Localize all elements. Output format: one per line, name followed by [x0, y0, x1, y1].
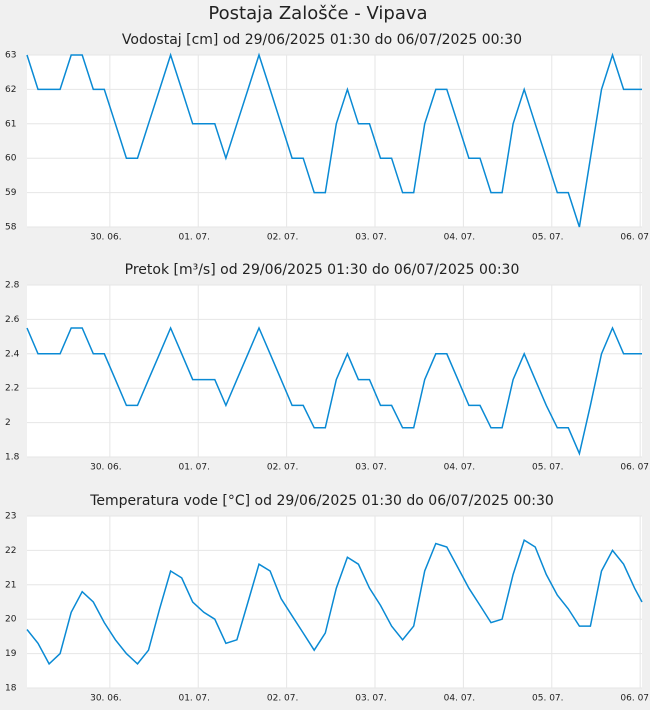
y-tick-label: 2.2 — [5, 384, 19, 394]
y-tick-label: 63 — [5, 51, 16, 61]
x-tick-label: 03. 07. — [355, 233, 387, 243]
y-tick-label: 62 — [5, 85, 16, 95]
y-tick-label: 2.6 — [5, 315, 20, 325]
data-line — [26, 538, 643, 666]
x-tick-label: 30. 06. — [90, 233, 122, 243]
y-tick-label: 61 — [5, 119, 16, 129]
x-tick-label: 30. 06. — [90, 694, 122, 704]
y-tick-label: 20 — [5, 615, 17, 625]
y-tick-label: 2.8 — [5, 281, 20, 291]
x-tick-label: 01. 07. — [178, 694, 210, 704]
y-tick-label: 1.8 — [5, 453, 20, 463]
y-tick-label: 19 — [5, 649, 17, 659]
x-tick-label: 05. 07. — [532, 694, 564, 704]
y-tick-label: 59 — [5, 188, 17, 198]
chart-title: Temperatura vode [°C] od 29/06/2025 01:3… — [89, 493, 554, 509]
chart-title: Vodostaj [cm] od 29/06/2025 01:30 do 06/… — [122, 32, 522, 48]
x-tick-label: 03. 07. — [355, 694, 387, 704]
y-tick-label: 18 — [5, 684, 17, 694]
x-tick-label: 06. 07. — [620, 233, 650, 243]
x-tick-label: 04. 07. — [444, 233, 476, 243]
x-tick-label: 02. 07. — [267, 463, 299, 473]
x-tick-label: 03. 07. — [355, 463, 387, 473]
x-tick-label: 02. 07. — [267, 233, 299, 243]
y-tick-label: 22 — [5, 546, 16, 556]
plot-area — [27, 55, 642, 227]
y-tick-label: 2.4 — [5, 349, 20, 359]
x-tick-label: 05. 07. — [532, 463, 564, 473]
x-tick-label: 06. 07. — [620, 463, 650, 473]
y-tick-label: 23 — [5, 512, 16, 522]
data-line — [26, 326, 642, 457]
y-tick-label: 2 — [5, 418, 11, 428]
x-tick-label: 02. 07. — [267, 694, 299, 704]
plot-area — [27, 516, 642, 688]
x-tick-label: 04. 07. — [444, 463, 476, 473]
y-tick-label: 21 — [5, 580, 16, 590]
data-line — [26, 52, 642, 228]
chart-title: Pretok [m³/s] od 29/06/2025 01:30 do 06/… — [125, 262, 520, 278]
x-tick-label: 06. 07. — [620, 694, 650, 704]
x-tick-label: 04. 07. — [444, 694, 476, 704]
y-tick-label: 60 — [5, 154, 17, 164]
page-title: Postaja Zalošče - Vipava — [208, 3, 427, 24]
plot-area — [27, 285, 642, 457]
x-tick-label: 01. 07. — [178, 233, 210, 243]
x-tick-label: 30. 06. — [90, 463, 122, 473]
x-tick-label: 05. 07. — [532, 233, 564, 243]
y-tick-label: 58 — [5, 223, 17, 233]
x-tick-label: 01. 07. — [178, 463, 210, 473]
